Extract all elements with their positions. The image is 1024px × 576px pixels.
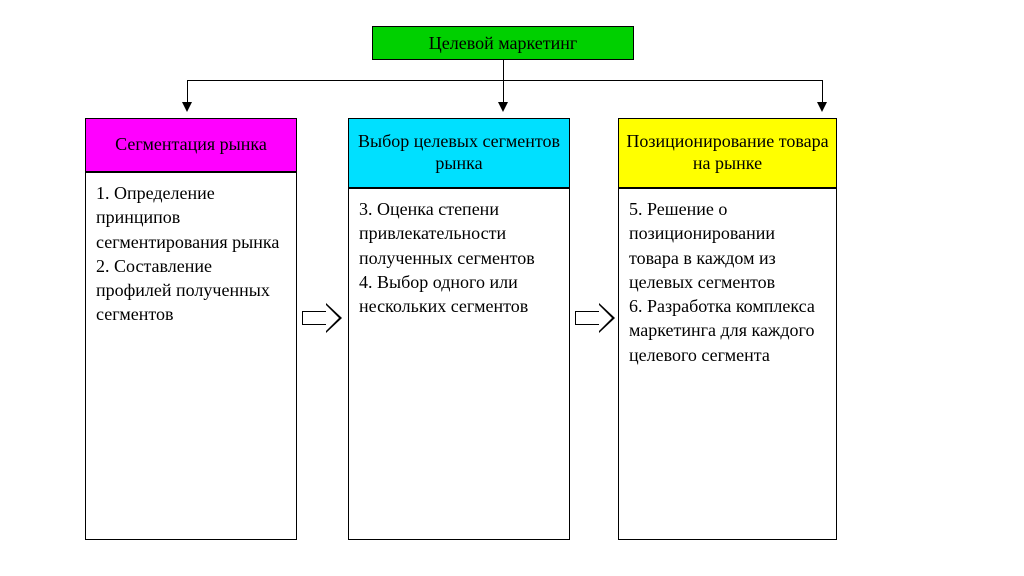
- column-body-text: 5. Решение о позиционировании товара в к…: [629, 199, 815, 365]
- column-header: Выбор целевых сегментов рынка: [348, 118, 570, 188]
- root-node: Целевой маркетинг: [372, 26, 634, 60]
- column-header: Позиционирование товара на рынке: [618, 118, 837, 188]
- column-body-text: 3. Оценка степени привлекательности полу…: [359, 199, 535, 316]
- column-header: Сегментация рынка: [85, 118, 297, 172]
- column-header-label: Выбор целевых сегментов рынка: [355, 131, 563, 174]
- column-body: 5. Решение о позиционировании товара в к…: [618, 188, 837, 540]
- column-header-label: Сегментация рынка: [115, 134, 267, 156]
- column-body-text: 1. Определение принципов сегментирования…: [96, 183, 279, 324]
- column-body: 3. Оценка степени привлекательности полу…: [348, 188, 570, 540]
- block-arrow-icon: [575, 303, 615, 333]
- column-body: 1. Определение принципов сегментирования…: [85, 172, 297, 540]
- column-header-label: Позиционирование товара на рынке: [625, 131, 830, 174]
- root-label: Целевой маркетинг: [429, 33, 578, 54]
- block-arrow-icon: [302, 303, 342, 333]
